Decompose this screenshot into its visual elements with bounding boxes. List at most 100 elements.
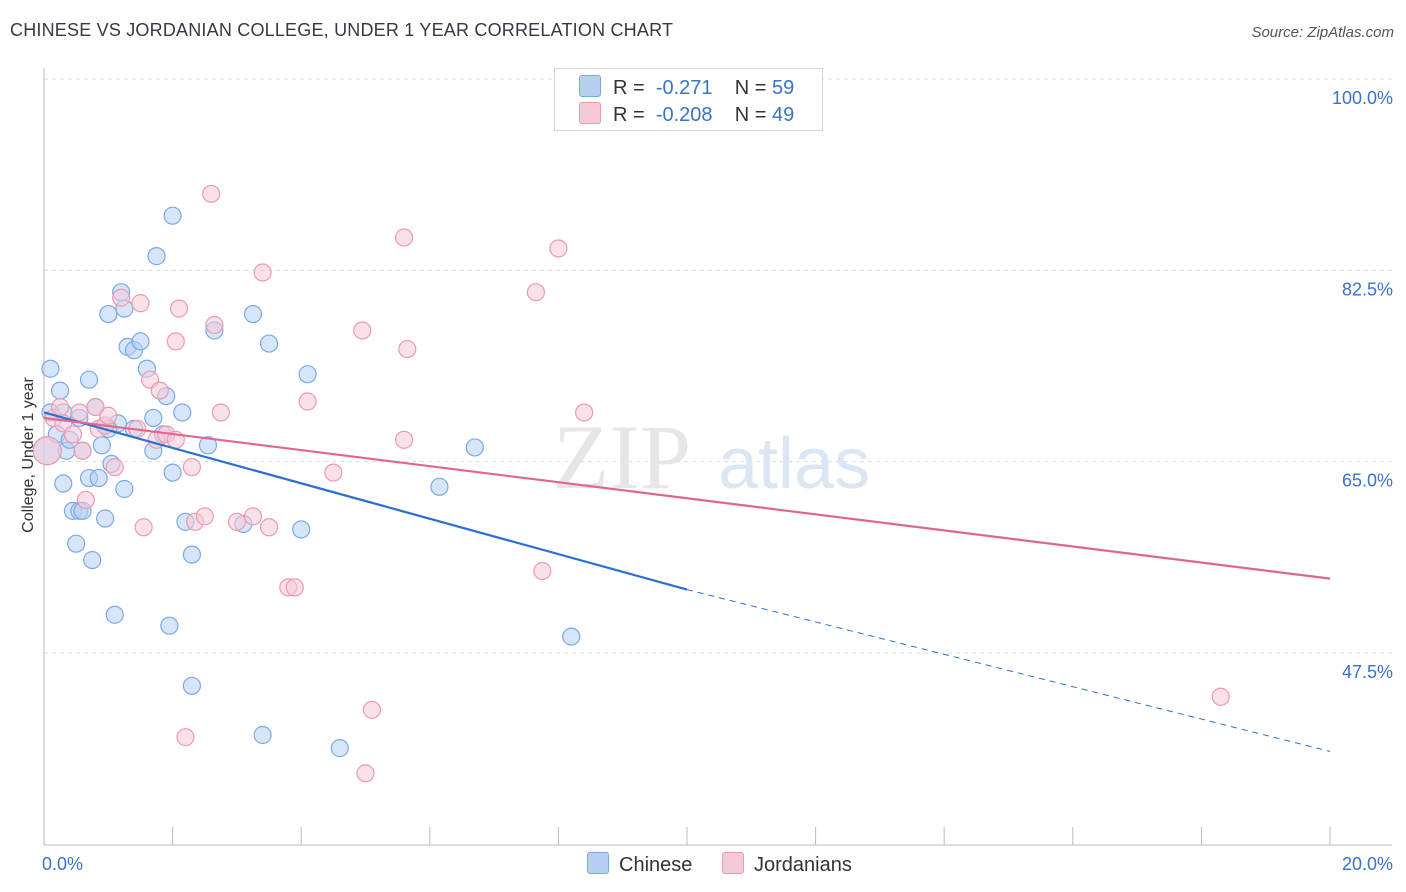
r-label: R = [613,77,645,99]
data-point [575,403,594,422]
x-tick-label: 20.0% [1342,854,1393,874]
data-point [205,315,224,335]
watermark-zip: ZIP [553,406,691,508]
data-point [353,321,372,340]
data-point [253,263,272,282]
data-point [324,463,343,482]
data-point [298,365,317,384]
y-tick-label: 100.0% [1332,88,1393,108]
data-point [227,512,246,531]
data-point [362,700,382,719]
data-point [160,616,179,635]
bottom-legend-chinese: Chinese [587,852,692,877]
data-point [79,370,99,389]
source-label: Source: ZipAtlas.com [1251,24,1394,41]
tick-labels: 100.0% 82.5% 65.0% 47.5% 0.0% 20.0% [42,88,1393,874]
data-point [182,676,201,695]
data-point [394,430,414,449]
data-point [41,359,60,378]
data-point [150,381,169,400]
data-point [67,534,86,553]
data-point [92,436,111,455]
data-point [292,520,311,539]
trend-line-extension [686,589,1331,752]
data-point [63,425,83,444]
trend-lines [43,411,1331,752]
data-point [131,332,150,351]
data-point [105,458,124,477]
r-value: -0.271 [655,77,713,99]
r-value: -0.208 [655,104,713,126]
data-point [166,332,185,351]
data-point [89,468,108,488]
data-point [32,436,62,466]
data-point [465,438,484,457]
series-chinese-points [32,206,581,758]
jordanians-swatch [722,852,744,874]
data-point [533,561,552,581]
legend-row-chinese: R = -0.271 N = 59 [579,75,794,100]
x-tick-label: 0.0% [42,854,83,874]
data-point [526,283,545,302]
data-point [259,518,279,537]
n-label: N = [734,77,767,99]
data-point [83,550,102,570]
data-point [54,474,73,493]
data-point [430,477,449,496]
y-axis-label: College, Under 1 year [20,377,37,533]
data-point [99,304,118,324]
trend-line [43,416,1331,580]
data-point [394,228,414,247]
data-point [115,479,134,499]
n-value: 49 [772,104,795,126]
data-point [298,392,317,411]
data-point [195,507,214,526]
data-point [1211,687,1230,706]
watermark: ZIP atlas [553,406,870,508]
data-point [285,578,304,597]
data-point [202,184,221,203]
legend-row-jordanians: R = -0.208 N = 49 [579,102,794,127]
data-point [163,463,182,482]
chinese-swatch [579,75,601,97]
y-tick-label: 82.5% [1342,279,1393,299]
data-point [112,288,131,307]
jordanians-swatch [579,102,601,124]
data-point [330,739,349,758]
gridlines [44,78,1392,654]
chart-title: CHINESE VS JORDANIAN COLLEGE, UNDER 1 YE… [10,20,674,40]
y-tick-label: 65.0% [1342,471,1393,491]
data-point [105,605,124,624]
n-label: N = [734,104,767,126]
watermark-atlas: atlas [718,424,870,504]
bottom-legend-jordanians: Jordanians [722,852,852,877]
data-point [176,728,195,747]
data-point [198,436,218,455]
trend-line [43,411,688,591]
data-point [356,764,375,783]
data-point [86,397,105,417]
data-point [173,403,192,422]
y-tick-label: 47.5% [1342,662,1393,682]
data-point [50,381,70,400]
n-value: 59 [772,77,795,99]
data-point [253,725,272,745]
data-point [163,206,182,225]
data-point [243,507,263,526]
data-point [549,239,568,258]
data-point [131,294,150,313]
stats-legend: R = -0.271 N = 59 R = -0.208 N = 49 [554,68,823,131]
legend-label: Chinese [619,854,693,876]
data-point [76,490,95,510]
data-point [73,441,92,460]
data-point [211,403,230,422]
data-point [182,545,201,564]
data-point [99,406,118,425]
data-point [144,408,163,428]
chinese-swatch [587,852,609,874]
data-point [182,458,201,477]
series-jordanians-points [32,184,1230,783]
legend-label: Jordanians [754,854,852,876]
data-point [95,509,115,528]
